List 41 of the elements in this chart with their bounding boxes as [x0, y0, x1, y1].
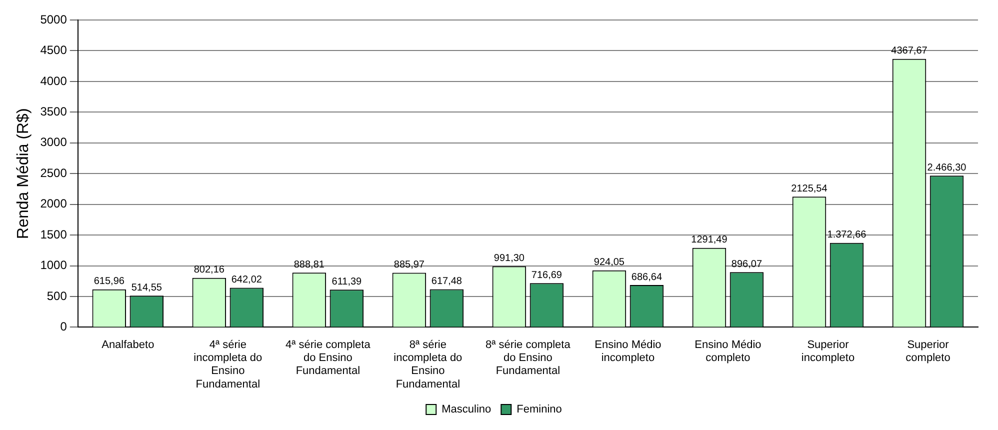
- y-tick-label: 1500: [40, 227, 68, 242]
- y-axis-title: Renda Média (R$): [15, 108, 32, 239]
- data-label: 1.372,66: [827, 230, 867, 241]
- y-tick-label: 5000: [40, 12, 68, 26]
- data-label: 617,48: [431, 276, 462, 288]
- data-label: 888,81: [294, 259, 325, 270]
- data-label: 4367,67: [891, 46, 928, 57]
- y-tick-label: 4000: [40, 74, 68, 88]
- data-label: 611,39: [332, 276, 362, 288]
- x-tick-label: 8ª série incompleta do Ensino Fundamental: [394, 338, 462, 390]
- y-tick-label: 3500: [40, 104, 68, 118]
- x-tick-label: Ensino Médio completo: [694, 338, 762, 364]
- legend-label: Feminino: [516, 404, 562, 416]
- y-tick-label: 0: [60, 320, 68, 334]
- data-label: 802,16: [194, 264, 225, 276]
- data-label: 716,69: [531, 270, 562, 281]
- data-label: 991,30: [494, 253, 525, 264]
- data-label: 896,07: [731, 258, 762, 270]
- y-tick-label: 4500: [40, 43, 68, 58]
- data-label: 514,55: [131, 282, 162, 294]
- x-tick-label: Analfabeto: [102, 338, 154, 351]
- data-label: 686,64: [631, 272, 662, 283]
- x-tick-label: Superior incompleto: [801, 338, 855, 364]
- x-tick-label: Ensino Médio incompleto: [594, 338, 662, 364]
- y-tick-label: 500: [46, 288, 68, 303]
- data-label: 2.466,30: [927, 162, 967, 174]
- y-tick-label: 2000: [40, 196, 68, 211]
- x-tick-label: 8ª série completa do Ensino Fundamental: [486, 338, 572, 378]
- data-label: 1291,49: [691, 234, 728, 246]
- y-tick-label: 1000: [40, 258, 68, 272]
- data-label: 2125,54: [791, 183, 828, 194]
- legend-label: Masculino: [442, 404, 492, 416]
- x-tick-label: Superior completo: [906, 338, 950, 364]
- x-tick-label: 4ª série completa do Ensino Fundamental: [286, 338, 372, 378]
- data-label: 885,97: [394, 260, 425, 271]
- y-tick-label: 3000: [40, 135, 68, 150]
- x-tick-label: 4ª série incompleta do Ensino Fundamental: [194, 338, 262, 390]
- data-label: 924,05: [594, 257, 625, 268]
- y-tick-label: 2500: [40, 166, 68, 180]
- data-label: 615,96: [94, 276, 125, 288]
- data-label: 642,02: [231, 274, 262, 286]
